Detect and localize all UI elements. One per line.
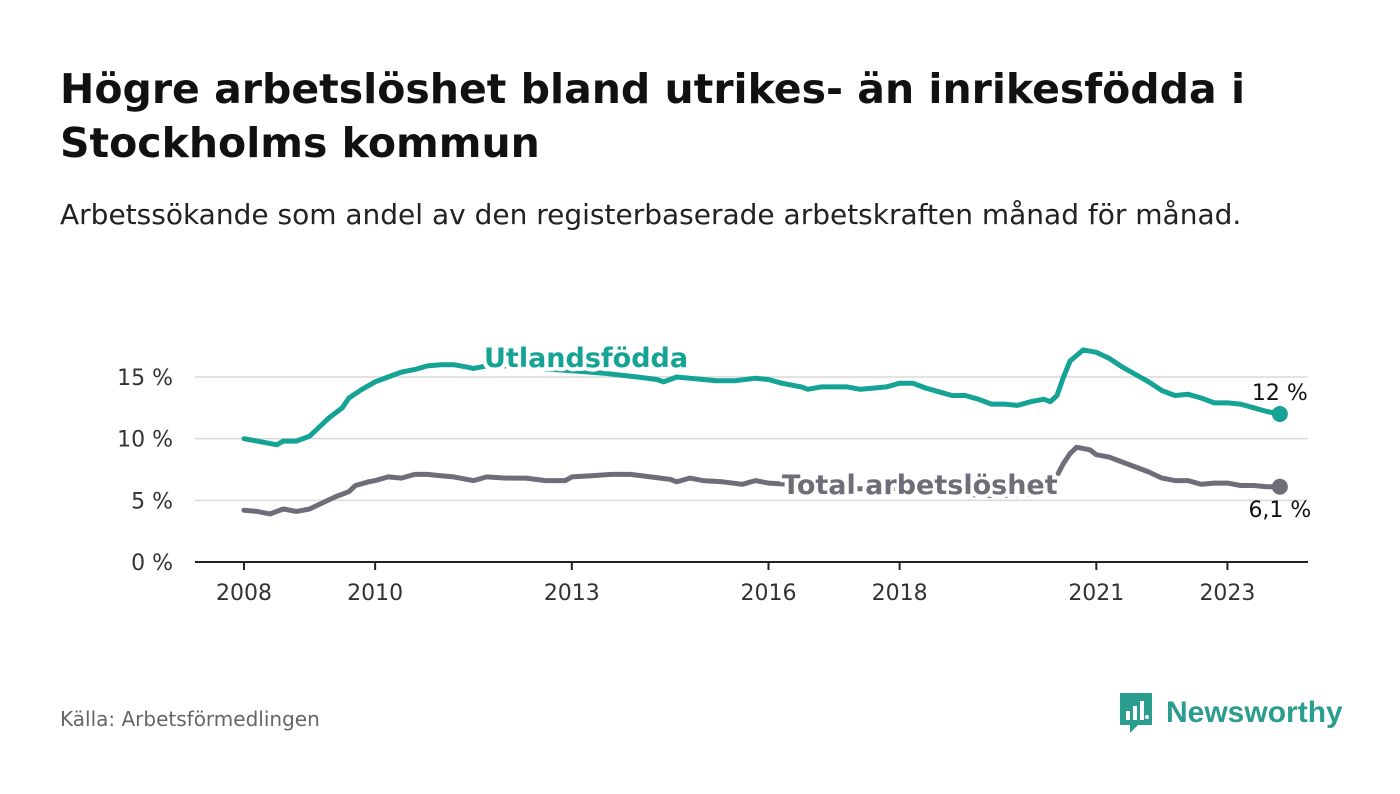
y-axis-ticks: 0 % 5 % 10 % 15 %: [117, 366, 173, 576]
x-tick-label: 2018: [872, 581, 928, 606]
series-label-utlandsfodda-halo: Utlandsfödda: [484, 343, 688, 374]
x-tick-label: 2023: [1199, 581, 1255, 606]
x-tick-label: 2016: [741, 581, 797, 606]
y-tick-label: 10 %: [117, 428, 173, 453]
series-end-dot: [1271, 478, 1288, 495]
series-end-dot: [1271, 406, 1288, 422]
series-lines: [241, 347, 1288, 517]
x-tick-label: 2021: [1068, 581, 1124, 606]
y-tick-label: 15 %: [117, 366, 173, 391]
end-label-total: 6,1 %: [1248, 498, 1311, 523]
x-axis-ticks: 2008 2010 2013 2016 2018 2021 2023: [195, 561, 1308, 606]
series-line-utlandsfodda: [241, 347, 1283, 448]
brand-logo: Newsworthy: [1118, 690, 1343, 736]
chart-subtitle: Arbetssökande som andel av den registerb…: [60, 198, 1242, 231]
y-tick-label: 5 %: [131, 489, 173, 514]
brand-name: Newsworthy: [1166, 696, 1343, 729]
line-chart: 0 %5 %10 %15 % 2008 2010 2013 2016 2018 2021 2…: [117, 339, 1312, 606]
newsworthy-logo-icon: [1120, 693, 1152, 733]
chart-title: Högre arbetslöshet bland utrikes- än inr…: [60, 65, 1245, 167]
series-line-total: [241, 444, 1283, 517]
x-tick-label: 2010: [347, 581, 403, 606]
x-tick-label: 2008: [216, 581, 272, 606]
source-note: Källa: Arbetsförmedlingen: [60, 707, 320, 731]
series-label-utlandsfodda: Utlandsfödda: [484, 343, 688, 374]
series-label-total-halo: Total arbetslöshet: [782, 470, 1058, 501]
series-label-total: Total arbetslöshet: [782, 470, 1058, 501]
x-tick-label: 2013: [544, 581, 600, 606]
end-label-utlandsfodda: 12 %: [1252, 381, 1308, 406]
y-tick-label: 0 %: [131, 551, 173, 576]
